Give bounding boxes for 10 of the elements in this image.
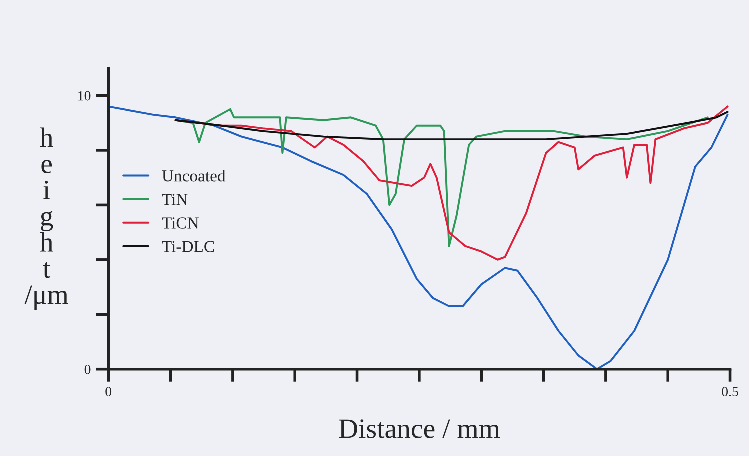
legend-label: TiN (162, 194, 188, 206)
line-series (108, 106, 729, 370)
legend-label: Ti-DLC (162, 241, 214, 252)
line-series (174, 111, 729, 141)
y-axis-title: height /μm (24, 128, 68, 310)
legend-label: Uncoated (162, 170, 226, 182)
legend-label: TiCN (162, 218, 199, 229)
x-axis-title: Distance / mm (339, 420, 500, 438)
x-tick-label: 0.5 (722, 387, 738, 397)
y-tick-label: 10 (78, 91, 91, 101)
